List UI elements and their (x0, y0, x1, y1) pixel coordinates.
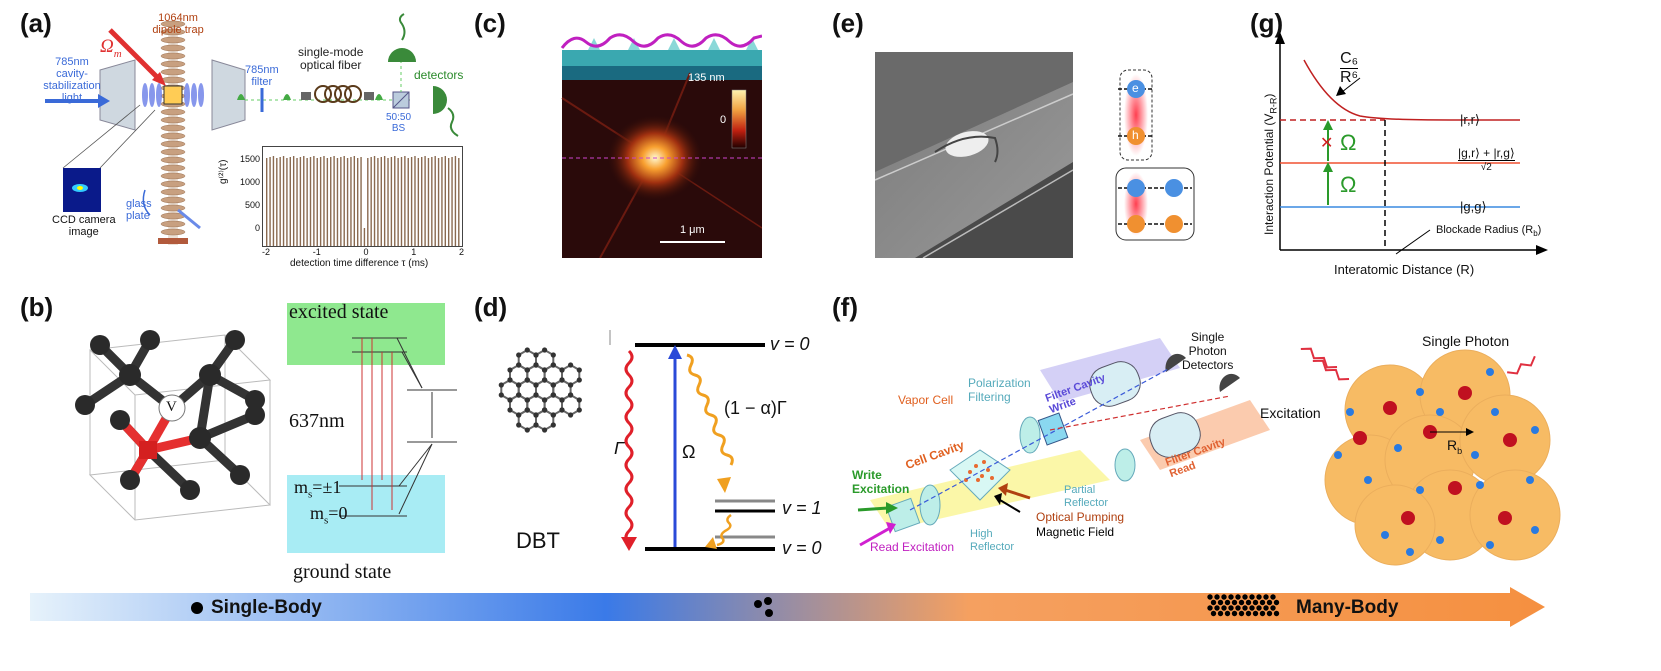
rr-state-label: |r,r⟩ (1460, 112, 1481, 127)
many-body-label: Many-Body (1296, 597, 1399, 618)
ms-pm1-label: ms=±1 (294, 477, 342, 501)
atom-cube (163, 85, 183, 105)
v0-bot-label: v = 0 (782, 538, 822, 558)
tem-image (875, 52, 1073, 258)
blockade-radius-label: Blockade Radius (Rb) (1436, 224, 1542, 239)
detector-right (433, 86, 447, 114)
exciton-schematic (1115, 69, 1195, 241)
excited-state-label: excited state (289, 301, 389, 323)
wavelength-637-label: 637nm (289, 410, 345, 432)
quantum-memory-setup (857, 338, 1270, 547)
vacancy-site (158, 394, 186, 422)
gg-state-label: |g,g⟩ (1460, 199, 1487, 214)
dbt-molecule (498, 347, 582, 433)
bs-label: 50:50 BS (386, 112, 412, 134)
v0-top-label: v = 0 (770, 334, 810, 354)
high-reflector-label: High Reflector (970, 528, 1015, 553)
panel-label-b: (b) (20, 292, 54, 322)
omega-d-label: Ω (682, 442, 696, 462)
nv-lattice (75, 330, 272, 521)
omega-m-label: Ωm (100, 36, 122, 60)
gamma-label: Γ (614, 438, 625, 458)
alpha-gamma-label: (1 − α)Γ (724, 398, 787, 418)
colorbar-max: 135 nm (688, 72, 725, 84)
c6-r6-label: C₆ R⁶ (1340, 50, 1359, 86)
nitrogen-site (139, 441, 157, 459)
scale-arrow (30, 587, 1545, 627)
panel-label-d: (d) (474, 292, 508, 322)
read-excitation-label: Read Excitation (870, 540, 955, 554)
ground-state-label: ground state (293, 561, 392, 583)
vapor-cell-label: Vapor Cell (898, 393, 954, 407)
single-photon-detectors-label: Single Photon Detectors (1182, 330, 1234, 372)
ccd-label: CCD camera image (52, 214, 116, 238)
dipole-trap-label: 1064nm dipole trap (152, 12, 204, 36)
fiber-label: single-mode optical fiber (298, 45, 364, 72)
g2-yticks: 1500 1000 500 0 (239, 154, 260, 233)
partial-reflector-label: Partial Reflector (1064, 484, 1109, 509)
electron-label: e (1132, 81, 1139, 95)
g2-xlabel: detection time difference τ (ms) (290, 258, 429, 269)
excitation-label: Excitation (1260, 405, 1321, 421)
ground-state-box (287, 475, 445, 553)
detector-top (388, 48, 416, 62)
g-ylabel: Interaction Potential (VR-R) (1262, 93, 1279, 235)
few-body-dots (754, 597, 773, 617)
panel-label-c: (c) (474, 8, 506, 38)
afm-image (560, 33, 762, 258)
panel-label-e: (e) (832, 8, 864, 38)
panel-label-a: (a) (20, 8, 52, 38)
rabi-omega-blocked: Ω (1340, 130, 1357, 155)
rabi-omega-allowed: Ω (1340, 172, 1357, 197)
rydberg-ensemble (1300, 347, 1561, 566)
panel-label-g: (g) (1250, 8, 1284, 38)
cavity-mirror-right (211, 59, 246, 131)
single-dot (191, 602, 203, 614)
vacancy-label: V (166, 399, 177, 415)
panel-label-f: (f) (832, 292, 858, 322)
colorbar-min: 0 (720, 114, 727, 126)
rydberg-potential-plot (1275, 32, 1548, 255)
many-body-dots (1207, 594, 1280, 617)
excited-state-box (287, 303, 445, 365)
filter-label: 785nm filter (245, 64, 279, 88)
g2-histogram (262, 146, 463, 247)
write-excitation-label: Write Excitation (852, 468, 910, 496)
omega-arrow (108, 28, 160, 80)
v1-label: v = 1 (782, 498, 822, 518)
polarization-filtering-label: Polarization Filtering (968, 376, 1031, 404)
cavity-light-label: 785nm cavity- stabilization light (43, 56, 101, 104)
ms-0-label: ms=0 (310, 503, 348, 527)
optical-pumping-label: Optical Pumping (1036, 510, 1125, 524)
glass-plate-label: glass plate (126, 198, 152, 222)
detectors-label: detectors (414, 68, 464, 82)
single-body-label: Single-Body (211, 597, 322, 618)
panel-a-diagram (45, 13, 459, 245)
single-photon-label: Single Photon (1422, 333, 1510, 349)
g2-xticks: -2 -1 0 1 2 (262, 247, 464, 257)
scalebar-label: 1 μm (680, 224, 705, 236)
magnetic-field-label: Magnetic Field (1036, 525, 1115, 539)
gr-state-label: |g,r⟩ + |r,g⟩ √2 (1458, 146, 1515, 173)
blocked-cross: ✕ (1320, 135, 1334, 152)
hole-label: h (1132, 128, 1139, 142)
fiber-coil (314, 85, 362, 103)
trap-base (158, 238, 188, 244)
g-xlabel: Interatomic Distance (R) (1334, 262, 1475, 277)
nv-levels (339, 337, 457, 517)
cavity-mirror-left (99, 59, 136, 131)
dbt-label: DBT (516, 528, 560, 553)
dbt-level-scheme (609, 330, 775, 551)
rb-label: Rb (1447, 437, 1463, 456)
g2-ylabel: g⁽²⁾(τ) (218, 159, 229, 184)
